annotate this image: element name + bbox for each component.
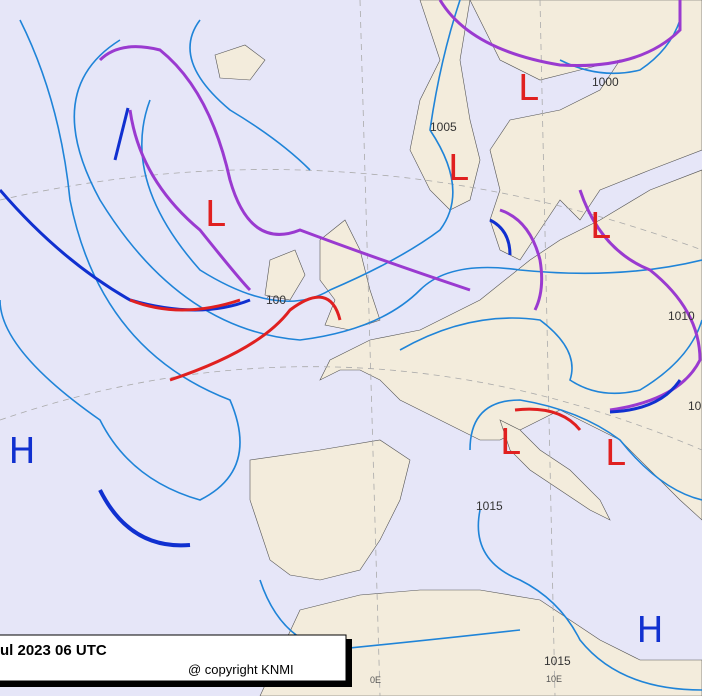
isobar-label: 1005 xyxy=(430,120,457,134)
caption-copyright: @ copyright KNMI xyxy=(188,662,294,677)
isobar-label: 100 xyxy=(266,293,286,307)
low-label: L xyxy=(448,148,468,189)
isobar-label: 1000 xyxy=(592,75,619,89)
low-label: L xyxy=(518,68,538,109)
low-label: L xyxy=(500,422,520,463)
caption-title: ul 2023 06 UTC xyxy=(0,642,107,659)
low-label: L xyxy=(590,206,610,247)
isobar-label: 1010 xyxy=(668,309,695,323)
isobar-label: 10 xyxy=(688,399,702,413)
high-label: H xyxy=(8,431,35,472)
high-label: H xyxy=(636,610,663,651)
meridian-label: 0E xyxy=(370,675,381,685)
meridian-label: 10E xyxy=(546,674,562,684)
low-label: L xyxy=(205,194,225,235)
land xyxy=(214,0,702,696)
isobar-label: 1015 xyxy=(544,654,571,668)
fronts xyxy=(0,0,702,548)
isobar-label: 1015 xyxy=(476,499,503,513)
low-label: L xyxy=(605,433,625,474)
caption-box: ul 2023 06 UTC @ copyright KNMI xyxy=(0,634,352,687)
